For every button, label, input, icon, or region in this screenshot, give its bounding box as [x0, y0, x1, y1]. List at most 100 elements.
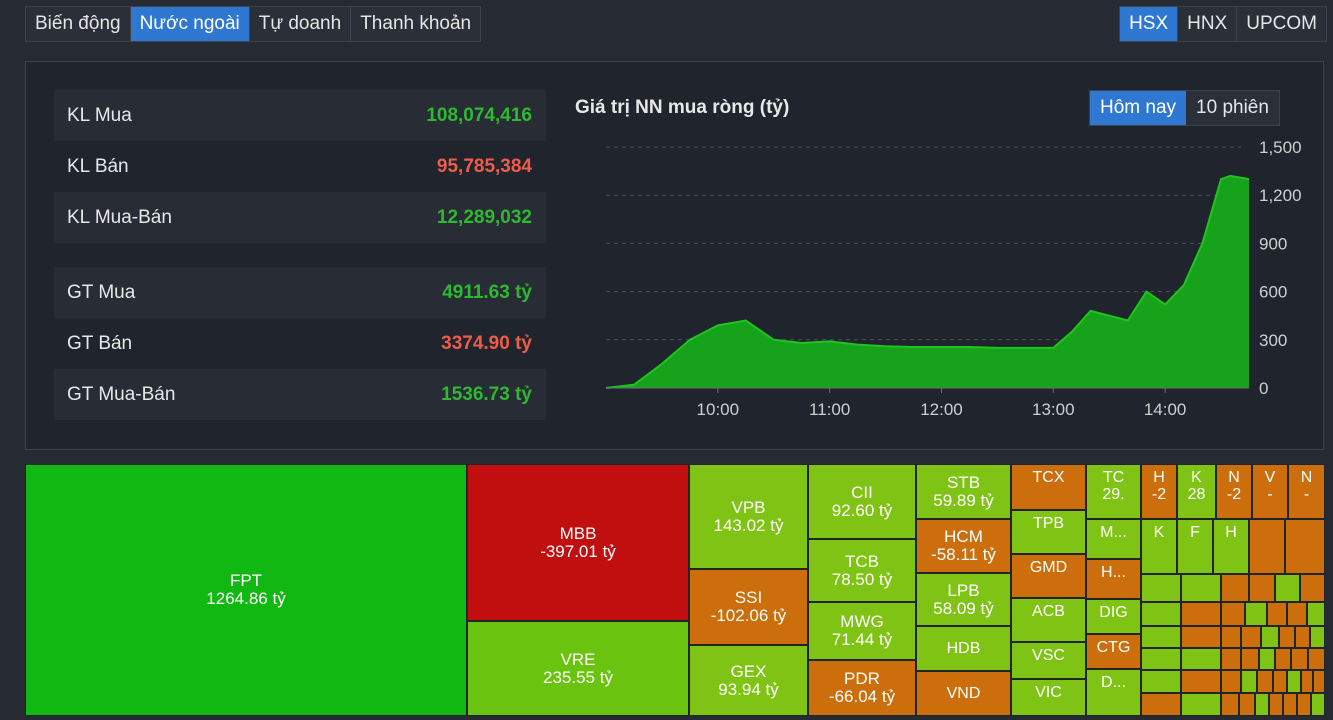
treemap-cell-tpb[interactable]: TPB: [1011, 510, 1086, 554]
treemap-cell[interactable]: [1283, 693, 1297, 716]
net-value-label: 28: [1187, 486, 1206, 503]
treemap-cell[interactable]: [1141, 574, 1181, 602]
treemap-cell[interactable]: [1311, 693, 1325, 716]
treemap-cell-vnd[interactable]: VND: [916, 671, 1011, 716]
treemap-cell-vic[interactable]: VIC: [1011, 679, 1086, 716]
treemap-cell[interactable]: [1297, 693, 1311, 716]
treemap-cell[interactable]: [1310, 626, 1325, 648]
treemap-cell-n[interactable]: N-: [1288, 464, 1325, 519]
treemap-cell[interactable]: [1245, 602, 1267, 626]
treemap-cell[interactable]: [1221, 670, 1241, 693]
treemap-cell[interactable]: [1307, 602, 1325, 626]
treemap-cell[interactable]: [1285, 519, 1325, 574]
treemap-cell-tcb[interactable]: TCB 78.50 tỷ: [808, 539, 916, 602]
treemap-cell[interactable]: [1141, 670, 1181, 693]
treemap-cell-vsc[interactable]: VSC: [1011, 642, 1086, 679]
treemap-cell[interactable]: [1249, 574, 1275, 602]
treemap-cell-v[interactable]: V-: [1252, 464, 1288, 519]
tab-hom-nay[interactable]: Hôm nay: [1090, 91, 1187, 125]
treemap-cell-gmd[interactable]: GMD: [1011, 554, 1086, 598]
treemap-cell-f[interactable]: F: [1177, 519, 1213, 574]
treemap-cell-h[interactable]: H: [1213, 519, 1249, 574]
treemap-cell[interactable]: [1249, 519, 1285, 574]
tab-thanh-khoan[interactable]: Thanh khoản: [351, 7, 481, 41]
treemap-cell[interactable]: [1257, 670, 1273, 693]
treemap-cell[interactable]: [1261, 626, 1279, 648]
treemap-cell[interactable]: [1275, 648, 1291, 670]
treemap-cell[interactable]: [1181, 602, 1221, 626]
treemap-cell[interactable]: [1308, 648, 1325, 670]
treemap-cell[interactable]: [1221, 648, 1241, 670]
treemap-cell-ctg[interactable]: CTG: [1086, 634, 1141, 669]
treemap-cell-d[interactable]: D...: [1086, 669, 1141, 716]
net-value-label: 78.50 tỷ: [831, 569, 893, 589]
treemap-cell[interactable]: [1255, 693, 1269, 716]
treemap-cell[interactable]: [1313, 670, 1325, 693]
treemap-cell[interactable]: [1301, 670, 1313, 693]
treemap-cell[interactable]: [1267, 602, 1287, 626]
treemap-cell-lpb[interactable]: LPB 58.09 tỷ: [916, 573, 1011, 626]
ticker-label: K: [1191, 469, 1202, 486]
treemap-cell-tcx[interactable]: TCX: [1011, 464, 1086, 510]
tab-10-phien[interactable]: 10 phiên: [1186, 91, 1279, 125]
treemap-cell-gex[interactable]: GEX 93.94 tỷ: [689, 645, 808, 716]
treemap-cell[interactable]: [1181, 648, 1221, 670]
treemap-cell-vpb[interactable]: VPB 143.02 tỷ: [689, 464, 808, 569]
treemap-cell[interactable]: [1279, 626, 1295, 648]
y-tick-label: 600: [1259, 283, 1287, 302]
treemap-cell-tc[interactable]: TC 29.: [1086, 464, 1141, 519]
net-buy-line: [605, 174, 1250, 389]
treemap-cell-n[interactable]: N -2: [1216, 464, 1252, 519]
treemap-cell[interactable]: [1291, 648, 1308, 670]
treemap-cell-hdb[interactable]: HDB: [916, 626, 1011, 671]
treemap-cell-m[interactable]: M...: [1086, 519, 1141, 559]
treemap-cell-k[interactable]: K 28: [1177, 464, 1216, 519]
treemap-cell[interactable]: [1181, 670, 1221, 693]
tab-tu-doanh[interactable]: Tự doanh: [249, 7, 352, 41]
treemap-cell[interactable]: [1287, 602, 1307, 626]
treemap-cell[interactable]: [1221, 574, 1249, 602]
treemap-cell[interactable]: [1221, 602, 1245, 626]
tab-nuoc-ngoai[interactable]: Nước ngoài: [130, 7, 250, 41]
treemap-cell-mwg[interactable]: MWG 71.44 tỷ: [808, 602, 916, 660]
treemap-cell[interactable]: [1239, 693, 1255, 716]
treemap-cell-stb[interactable]: STB 59.89 tỷ: [916, 464, 1011, 519]
net-value-label: 58.09 tỷ: [933, 598, 994, 618]
treemap-cell[interactable]: [1141, 626, 1181, 648]
treemap-cell[interactable]: [1241, 648, 1259, 670]
treemap-cell[interactable]: [1275, 574, 1300, 602]
treemap-cell[interactable]: [1241, 670, 1257, 693]
ticker-label: F: [1190, 524, 1200, 541]
tab-upcom[interactable]: UPCOM: [1237, 7, 1326, 41]
treemap-cell[interactable]: [1181, 626, 1221, 648]
tab-hsx[interactable]: HSX: [1120, 7, 1179, 41]
treemap-cell[interactable]: [1141, 648, 1181, 670]
treemap-cell[interactable]: [1141, 693, 1181, 716]
treemap-cell[interactable]: [1287, 670, 1301, 693]
treemap-cell[interactable]: [1221, 626, 1241, 648]
treemap-cell[interactable]: [1221, 693, 1239, 716]
treemap-cell[interactable]: [1300, 574, 1325, 602]
tab-bien-dong[interactable]: Biến động: [26, 7, 131, 41]
treemap-cell[interactable]: [1295, 626, 1310, 648]
treemap-cell-mbb[interactable]: MBB -397.01 tỷ: [467, 464, 689, 621]
treemap-cell-dig[interactable]: DIG: [1086, 599, 1141, 634]
treemap-cell-ssi[interactable]: SSI -102.06 tỷ: [689, 569, 808, 645]
treemap-cell-acb[interactable]: ACB: [1011, 598, 1086, 642]
treemap-cell-pdr[interactable]: PDR -66.04 tỷ: [808, 660, 916, 716]
treemap-cell-k[interactable]: K: [1141, 519, 1177, 574]
treemap-cell-fpt[interactable]: FPT 1264.86 tỷ: [25, 464, 467, 716]
treemap-cell-cii[interactable]: CII 92.60 tỷ: [808, 464, 916, 539]
treemap-cell-h[interactable]: H -2: [1141, 464, 1177, 519]
treemap-cell-h[interactable]: H...: [1086, 559, 1141, 599]
treemap-cell[interactable]: [1259, 648, 1275, 670]
treemap-cell[interactable]: [1241, 626, 1261, 648]
treemap-cell[interactable]: [1273, 670, 1287, 693]
treemap-cell-hcm[interactable]: HCM -58.11 tỷ: [916, 519, 1011, 573]
treemap-cell[interactable]: [1181, 693, 1221, 716]
tab-hnx[interactable]: HNX: [1178, 7, 1238, 41]
treemap-cell-vre[interactable]: VRE 235.55 tỷ: [467, 621, 689, 716]
treemap-cell[interactable]: [1181, 574, 1221, 602]
treemap-cell[interactable]: [1141, 602, 1181, 626]
treemap-cell[interactable]: [1269, 693, 1283, 716]
